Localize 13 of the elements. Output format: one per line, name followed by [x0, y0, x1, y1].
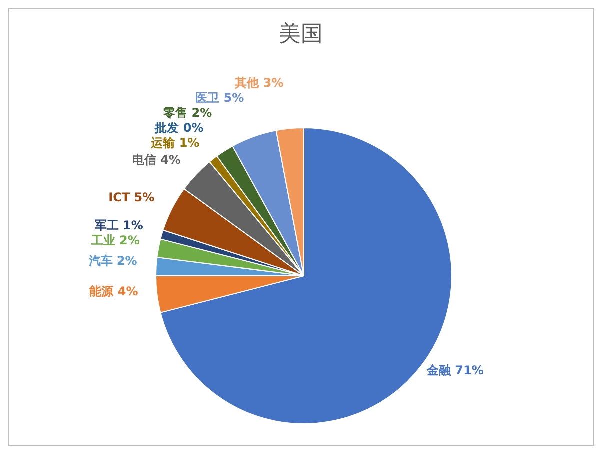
slice-label: 电信 4%: [132, 153, 181, 168]
slice-label: 汽车 2%: [88, 254, 138, 268]
chart-title: 美国: [278, 21, 324, 49]
slice-label: 运输 1%: [150, 136, 200, 150]
slice-label: 能源 4%: [90, 284, 138, 298]
slice-label: 零售 2%: [162, 106, 212, 120]
slice-label: 其他 3%: [234, 76, 284, 90]
category-label: 批发 0%: [155, 120, 204, 135]
slice-label: 医卫 5%: [196, 90, 244, 105]
slice-label: ICT 5%: [108, 190, 155, 204]
slice-label: 工业 2%: [90, 234, 140, 248]
slice-label: 金融 71%: [426, 363, 484, 378]
slice-label: 军工 1%: [94, 218, 144, 233]
